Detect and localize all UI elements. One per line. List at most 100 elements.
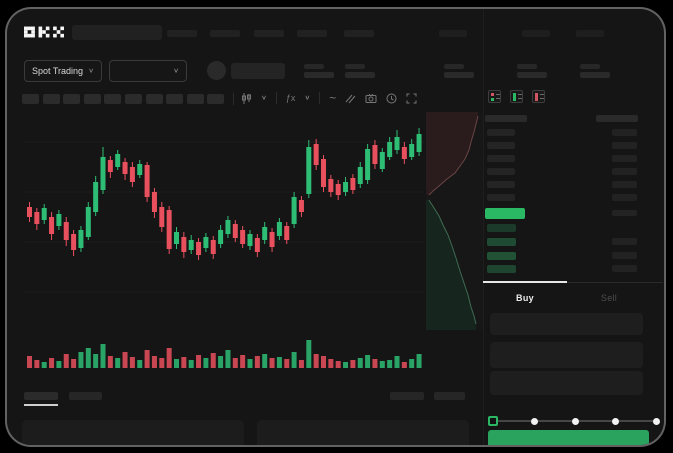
bottom-tab-active[interactable] bbox=[24, 392, 58, 400]
buy-tab-underline bbox=[483, 281, 567, 283]
clock-settings-icon[interactable] bbox=[386, 93, 397, 104]
nav-item-placeholder[interactable] bbox=[344, 30, 374, 37]
timeframe-button-placeholder[interactable] bbox=[166, 94, 184, 104]
open-orders-panel bbox=[22, 420, 244, 445]
toolbar-separator bbox=[319, 92, 321, 104]
bid-price-placeholder bbox=[487, 265, 516, 273]
timeframe-button-placeholder[interactable] bbox=[22, 94, 39, 104]
bottom-action-placeholder[interactable] bbox=[390, 392, 424, 400]
market-type-label: Spot Trading bbox=[32, 66, 84, 76]
device-frame: Spot Trading ∨ ∨ ∨ ƒx ∨ ~ bbox=[5, 7, 666, 447]
orderbook-panel bbox=[483, 9, 664, 445]
camera-icon[interactable] bbox=[365, 93, 377, 104]
tab-buy[interactable]: Buy bbox=[516, 293, 534, 303]
bid-amount-placeholder bbox=[612, 265, 637, 272]
ask-price-placeholder bbox=[487, 168, 515, 175]
stat-label-placeholder bbox=[444, 64, 464, 69]
ask-amount-placeholder bbox=[612, 155, 637, 162]
slider-handle[interactable] bbox=[488, 416, 498, 426]
last-price-amount-placeholder bbox=[612, 210, 637, 216]
orderbook-header-amount bbox=[596, 115, 638, 122]
bid-price-placeholder bbox=[487, 238, 516, 246]
timeframe-button-placeholder[interactable] bbox=[104, 94, 122, 104]
total-input[interactable] bbox=[490, 371, 643, 395]
timeframe-button-placeholder[interactable] bbox=[83, 94, 101, 104]
stat-value-placeholder bbox=[580, 72, 610, 78]
bid-price-placeholder bbox=[487, 252, 516, 260]
nav-item-placeholder[interactable] bbox=[167, 30, 197, 37]
timeframe-button-placeholder[interactable] bbox=[207, 94, 225, 104]
chart-type-icon[interactable] bbox=[241, 92, 252, 104]
stat-value-placeholder bbox=[345, 72, 375, 78]
slider-stop-dot[interactable] bbox=[571, 417, 579, 425]
nav-item-placeholder[interactable] bbox=[297, 30, 327, 37]
timeframe-button-placeholder[interactable] bbox=[145, 94, 163, 104]
okx-logo[interactable] bbox=[24, 26, 64, 38]
nav-item-placeholder[interactable] bbox=[439, 30, 467, 37]
depth-panel bbox=[426, 112, 483, 330]
ask-price-placeholder bbox=[487, 194, 515, 201]
pair-dropdown[interactable]: ∨ bbox=[109, 60, 187, 82]
slider-stop-dot[interactable] bbox=[530, 417, 538, 425]
search-placeholder[interactable] bbox=[72, 25, 162, 40]
timeframe-button-placeholder[interactable] bbox=[63, 94, 81, 104]
market-type-dropdown[interactable]: Spot Trading ∨ bbox=[24, 60, 102, 82]
tab-sell[interactable]: Sell bbox=[600, 293, 618, 303]
chevron-down-icon: ∨ bbox=[173, 67, 179, 75]
stat-label-placeholder bbox=[580, 64, 600, 69]
ask-amount-placeholder bbox=[612, 142, 637, 149]
nav-item-placeholder[interactable] bbox=[254, 30, 284, 37]
stat-value-placeholder bbox=[517, 72, 547, 78]
last-price-bar[interactable] bbox=[485, 208, 525, 219]
candlestick-chart[interactable] bbox=[24, 112, 424, 332]
buy-submit-button[interactable] bbox=[488, 430, 649, 445]
bottom-action-placeholder[interactable] bbox=[434, 392, 465, 400]
bid-amount-placeholder bbox=[612, 252, 637, 259]
ask-amount-placeholder bbox=[612, 194, 637, 201]
bid-price-placeholder bbox=[487, 224, 516, 232]
price-input[interactable] bbox=[490, 313, 643, 335]
stat-value-placeholder bbox=[304, 72, 334, 78]
depth-chart bbox=[426, 112, 479, 330]
chevron-down-icon[interactable]: ∨ bbox=[304, 94, 311, 102]
timeframe-button-placeholder[interactable] bbox=[42, 94, 60, 104]
nav-item-placeholder[interactable] bbox=[210, 30, 240, 37]
toolbar-separator bbox=[275, 92, 277, 104]
volume-chart bbox=[27, 340, 422, 368]
book-asks-icon[interactable] bbox=[532, 90, 545, 103]
indicators-fx-icon[interactable]: ƒx bbox=[285, 93, 296, 103]
toolbar-separator bbox=[233, 93, 234, 105]
stat-label-placeholder bbox=[517, 64, 537, 69]
pair-name-placeholder bbox=[231, 63, 285, 79]
ask-price-placeholder bbox=[487, 142, 515, 149]
ask-price-placeholder bbox=[487, 155, 515, 162]
bid-amount-placeholder bbox=[612, 238, 637, 245]
chart-toolbar-icons: ∨ ƒx ∨ ~ bbox=[241, 91, 417, 105]
compare-icon[interactable] bbox=[345, 93, 356, 104]
timeframe-button-placeholder[interactable] bbox=[186, 94, 204, 104]
chevron-down-icon[interactable]: ∨ bbox=[261, 94, 267, 102]
timeframe-button-placeholder[interactable] bbox=[125, 94, 142, 104]
trading-app-screen: Spot Trading ∨ ∨ ∨ ƒx ∨ ~ bbox=[7, 9, 664, 445]
fullscreen-icon[interactable] bbox=[406, 93, 417, 104]
stat-label-placeholder bbox=[345, 64, 365, 69]
nav-item-placeholder[interactable] bbox=[576, 30, 604, 37]
nav-item-placeholder[interactable] bbox=[522, 30, 550, 37]
bottom-tab[interactable] bbox=[69, 392, 102, 400]
tab-divider bbox=[567, 282, 663, 283]
book-combined-icon[interactable] bbox=[488, 90, 501, 103]
orderbook-header-price bbox=[485, 115, 527, 122]
slider-stop-dot[interactable] bbox=[652, 417, 660, 425]
chevron-down-icon: ∨ bbox=[88, 67, 94, 75]
slider-stop-dot[interactable] bbox=[611, 417, 619, 425]
ask-price-placeholder bbox=[487, 181, 515, 188]
stat-label-placeholder bbox=[304, 64, 324, 69]
line-tool-icon[interactable]: ~ bbox=[329, 91, 337, 105]
book-bids-icon[interactable] bbox=[510, 90, 523, 103]
amount-input[interactable] bbox=[490, 342, 643, 368]
order-history-panel bbox=[257, 420, 469, 445]
ask-amount-placeholder bbox=[612, 181, 637, 188]
bottom-tab-active-underline bbox=[24, 404, 58, 406]
ask-amount-placeholder bbox=[612, 129, 637, 136]
